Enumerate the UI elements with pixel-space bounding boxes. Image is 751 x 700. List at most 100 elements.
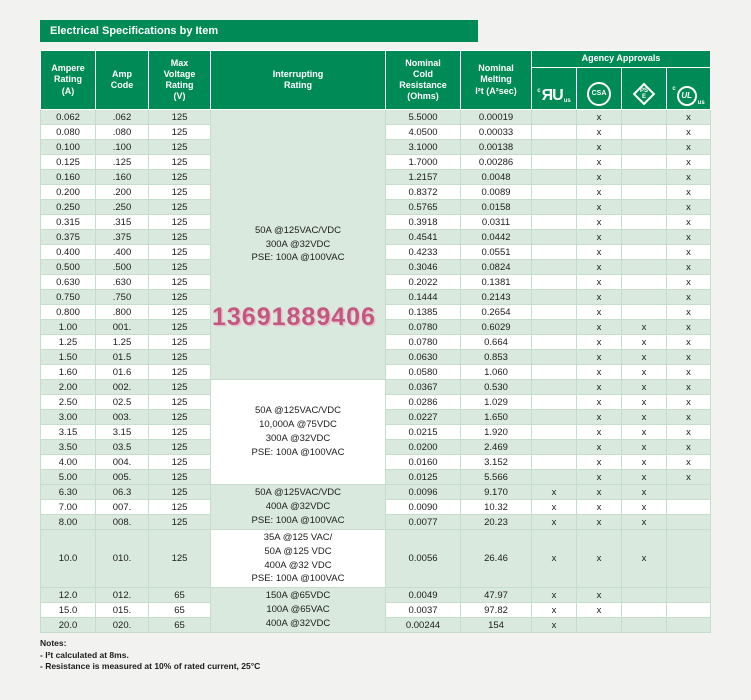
- voltage-cell: 125: [148, 424, 211, 440]
- table-row: 0.125.125 125 1.7000 0.00286 x x: [40, 154, 712, 170]
- header-interrupting-rating: Interrupting Rating: [210, 50, 386, 110]
- approval-cell-1: [531, 454, 577, 470]
- approval-cell-1: [531, 439, 577, 455]
- approval-cell-2: x: [576, 199, 622, 215]
- ampere-cell: 1.00: [40, 319, 96, 335]
- approval-cell-4: x: [665, 394, 712, 410]
- amp-code-cell: 004.: [95, 454, 149, 470]
- agency-col-pse: PS E: [621, 67, 667, 110]
- ampere-cell: 0.200: [40, 184, 96, 200]
- ampere-cell: 3.15: [40, 424, 96, 440]
- approval-cell-4: x: [665, 214, 712, 230]
- approval-cell-2: x: [576, 409, 622, 425]
- voltage-cell: 125: [148, 199, 211, 215]
- approval-cell-3: x: [621, 379, 667, 395]
- table-row: 2.50 02.5 125 0.0286 1.029 x x x: [40, 394, 712, 410]
- approval-cell-1: [531, 274, 577, 290]
- approval-cell-2: x: [576, 154, 622, 170]
- approval-cell-1: [531, 154, 577, 170]
- approval-cell-1: x: [531, 602, 577, 619]
- amp-code-cell: .750: [95, 289, 149, 305]
- ampere-cell: 0.062: [40, 109, 96, 125]
- voltage-cell: 125: [148, 394, 211, 410]
- melting-i2t-cell: 0.664: [460, 334, 532, 350]
- ampere-cell: 4.00: [40, 454, 96, 470]
- resistance-cell: 0.0125: [385, 469, 461, 485]
- approval-cell-3: [621, 602, 667, 619]
- table-row: 6.30 06.3 125 50A @125VAC/VDC 400A @32VDC PSE…: [40, 484, 712, 530]
- resistance-cell: 0.0096: [385, 484, 461, 500]
- approval-cell-1: [531, 469, 577, 485]
- approval-cell-3: [621, 139, 667, 155]
- approval-cell-4: [665, 528, 712, 589]
- approval-cell-3: x: [621, 424, 667, 440]
- amp-code-cell: .800: [95, 304, 149, 320]
- interrupting-rating-line: 150A @65VDC: [265, 590, 331, 602]
- section-title: Electrical Specifications by Item: [40, 20, 478, 42]
- melting-i2t-cell: 0.0551: [460, 244, 532, 260]
- resistance-cell: 0.0286: [385, 394, 461, 410]
- table-row: 10.0 010. 125 35A @125 VAC/50A @125 VDC 400A…: [40, 528, 712, 589]
- approval-cell-2: x: [576, 124, 622, 140]
- amp-code-cell: .315: [95, 214, 149, 230]
- approval-cell-3: x: [621, 499, 667, 515]
- approval-cell-4: x: [665, 334, 712, 350]
- spec-table: Ampere Rating (A) Amp Code Max Voltage R…: [40, 50, 712, 634]
- approval-cell-3: [621, 304, 667, 320]
- approval-cell-3: [621, 199, 667, 215]
- melting-i2t-cell: 1.029: [460, 394, 532, 410]
- melting-i2t-cell: 0.00033: [460, 124, 532, 140]
- approval-cell-3: x: [621, 319, 667, 335]
- ul-recognized-icon: c ЯU us: [536, 88, 571, 105]
- approval-cell-4: x: [665, 109, 712, 125]
- approval-cell-3: [621, 184, 667, 200]
- voltage-cell: 125: [148, 469, 211, 485]
- header-cold-resistance: Nominal Cold Resistance (Ohms): [385, 50, 461, 110]
- voltage-cell: 125: [148, 499, 211, 515]
- approval-cell-2: x: [576, 499, 622, 515]
- melting-i2t-cell: 0.530: [460, 379, 532, 395]
- melting-i2t-cell: 1.920: [460, 424, 532, 440]
- notes-section: Notes: - I²t calculated at 8ms. - Resist…: [40, 638, 751, 672]
- interrupting-rating-cell: 50A @125VAC/VDC 10,000A @75VDC 300A @32VDC…: [210, 379, 386, 485]
- table-row: 1.00 001. 125 0.0780 0.6029 x x x: [40, 319, 712, 335]
- approval-cell-1: x: [531, 617, 577, 634]
- approval-cell-4: x: [665, 424, 712, 440]
- amp-code-cell: 015.: [95, 602, 149, 619]
- approval-cell-4: x: [665, 199, 712, 215]
- interrupting-rating-line: 50A @125VAC/VDC: [254, 224, 342, 236]
- approval-cell-1: [531, 334, 577, 350]
- approval-cell-4: x: [665, 289, 712, 305]
- approval-cell-3: x: [621, 364, 667, 380]
- melting-i2t-cell: 5.566: [460, 469, 532, 485]
- table-row: 0.200.200 125 0.8372 0.0089 x x: [40, 184, 712, 200]
- approval-cell-2: x: [576, 109, 622, 125]
- approval-cell-2: x: [576, 184, 622, 200]
- approval-cell-4: x: [665, 274, 712, 290]
- interrupting-rating-line: 400A @32 VDC: [264, 559, 332, 571]
- approval-cell-1: x: [531, 499, 577, 515]
- melting-i2t-cell: 0.0311: [460, 214, 532, 230]
- ampere-cell: 0.375: [40, 229, 96, 245]
- approval-cell-2: x: [576, 334, 622, 350]
- resistance-cell: 0.0160: [385, 454, 461, 470]
- header-agency-approvals: Agency Approvals: [530, 50, 712, 68]
- ampere-cell: 3.00: [40, 409, 96, 425]
- interrupting-rating-line: 50A @125VAC/VDC: [254, 487, 342, 499]
- approval-cell-1: [531, 229, 577, 245]
- amp-code-cell: 002.: [95, 379, 149, 395]
- amp-code-cell: .062: [95, 109, 149, 125]
- approval-cell-2: x: [576, 454, 622, 470]
- approval-cell-3: [621, 109, 667, 125]
- ul-rec-us: us: [563, 98, 571, 105]
- melting-i2t-cell: 0.1381: [460, 274, 532, 290]
- table-row: 0.315.315 125 0.3918 0.0311 x x: [40, 214, 712, 230]
- approval-cell-1: [531, 349, 577, 365]
- melting-i2t-cell: 0.0158: [460, 199, 532, 215]
- approval-cell-1: x: [531, 514, 577, 530]
- approval-cell-4: [665, 602, 712, 619]
- approval-cell-4: x: [665, 169, 712, 185]
- table-row: 2.00 002. 125 50A @125VAC/VDC 10,000A @75VDC…: [40, 379, 712, 485]
- approval-cell-4: x: [665, 244, 712, 260]
- resistance-cell: 0.2022: [385, 274, 461, 290]
